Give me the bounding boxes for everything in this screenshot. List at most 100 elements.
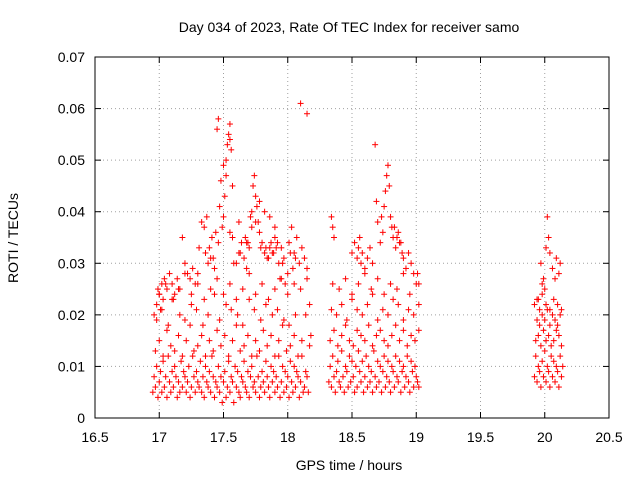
data-point: [333, 368, 340, 375]
data-point: [544, 213, 551, 220]
data-point: [408, 260, 415, 267]
y-tick-label: 0.05: [58, 152, 85, 168]
data-point: [239, 322, 246, 329]
data-point: [169, 296, 176, 303]
data-point: [166, 270, 173, 277]
data-point: [171, 291, 178, 298]
data-point: [201, 296, 208, 303]
data-point: [259, 239, 266, 246]
data-point: [183, 389, 190, 396]
data-point: [387, 280, 394, 287]
data-point: [228, 373, 235, 380]
data-point: [160, 296, 167, 303]
data-point: [244, 332, 251, 339]
data-point: [176, 389, 183, 396]
data-point: [361, 373, 368, 380]
data-point: [154, 286, 161, 293]
data-point: [414, 270, 421, 277]
x-tick-label: 17.5: [210, 429, 237, 445]
data-point: [248, 363, 255, 370]
data-point: [381, 203, 388, 210]
data-point: [207, 389, 214, 396]
data-point: [349, 291, 355, 298]
data-point: [215, 239, 222, 246]
data-point: [373, 198, 380, 205]
data-point: [248, 224, 255, 231]
data-point: [198, 219, 205, 226]
data-point: [386, 378, 393, 385]
data-point: [205, 311, 212, 318]
data-point: [265, 296, 272, 303]
data-point: [268, 239, 275, 246]
data-point: [334, 358, 341, 365]
data-point: [214, 275, 221, 282]
data-point: [396, 239, 403, 246]
data-point: [189, 265, 196, 272]
data-point: [198, 389, 205, 396]
data-point: [157, 368, 164, 375]
data-point: [541, 347, 548, 354]
data-point: [244, 368, 251, 375]
data-point: [161, 275, 168, 282]
data-point: [273, 244, 280, 251]
data-point: [384, 358, 391, 365]
data-point: [219, 224, 226, 231]
data-point: [352, 363, 359, 370]
data-point: [327, 337, 334, 344]
data-point: [554, 368, 561, 375]
data-point: [181, 317, 188, 324]
data-point: [397, 389, 404, 396]
data-point: [163, 327, 170, 334]
y-tick-label: 0.01: [58, 358, 85, 374]
data-point: [298, 244, 305, 251]
data-point: [174, 394, 181, 401]
data-point: [392, 322, 399, 329]
data-point: [364, 384, 371, 391]
y-tick-label: 0: [77, 410, 85, 426]
data-point: [328, 306, 335, 313]
data-point: [225, 353, 232, 360]
data-point: [280, 255, 287, 262]
data-point: [193, 306, 200, 313]
data-point: [540, 275, 547, 282]
data-point: [279, 363, 286, 370]
data-point: [193, 368, 200, 375]
data-point: [283, 384, 290, 391]
data-point: [304, 110, 311, 117]
data-point: [268, 363, 275, 370]
data-point: [283, 347, 290, 354]
data-point: [202, 353, 209, 360]
data-point: [230, 260, 237, 267]
data-point: [251, 378, 258, 385]
data-point: [274, 239, 281, 246]
data-point: [246, 270, 253, 277]
data-point: [252, 219, 259, 226]
data-point: [390, 368, 397, 375]
data-point: [327, 363, 334, 370]
data-point: [390, 296, 397, 303]
data-point: [338, 301, 345, 308]
data-point: [270, 368, 277, 375]
data-point: [184, 378, 191, 385]
data-point: [373, 384, 380, 391]
data-point: [537, 260, 544, 267]
data-point: [190, 347, 197, 354]
data-point: [333, 311, 340, 318]
data-point: [534, 378, 541, 385]
data-point: [341, 389, 348, 396]
data-point: [248, 208, 255, 215]
data-point: [282, 368, 289, 375]
data-point: [400, 255, 407, 262]
data-point: [540, 327, 547, 334]
data-point: [343, 368, 350, 375]
data-point: [539, 358, 546, 365]
data-point: [374, 219, 381, 226]
data-point: [246, 296, 253, 303]
data-point: [212, 229, 219, 236]
data-point: [346, 337, 353, 344]
data-point: [329, 224, 336, 231]
data-point: [233, 296, 240, 303]
data-point: [346, 353, 353, 360]
data-point: [288, 224, 295, 231]
data-point: [179, 384, 186, 391]
